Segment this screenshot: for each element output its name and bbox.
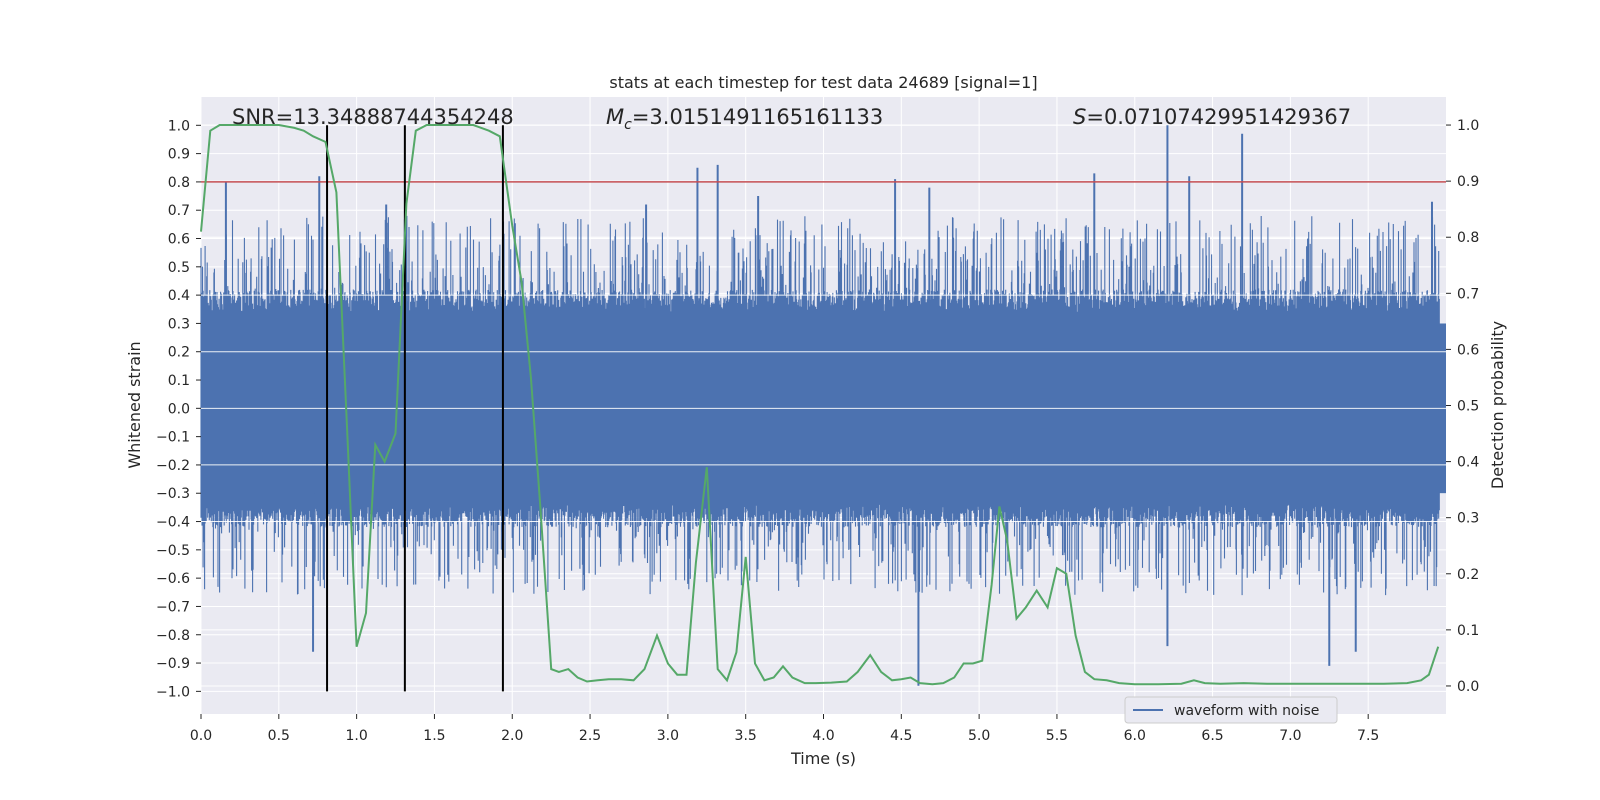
y-right-tick-label: 0.7	[1457, 286, 1479, 302]
y-left-tick-label: −0.1	[156, 430, 190, 446]
x-tick-label: 3.0	[657, 728, 679, 744]
y-left-tick-label: 0.4	[168, 288, 190, 304]
x-tick-label: 7.0	[1279, 728, 1301, 744]
y-right-tick-label: 0.9	[1457, 174, 1479, 190]
x-tick-label: 5.0	[968, 728, 990, 744]
mc-annotation: Mc=3.0151491165161133	[606, 105, 883, 133]
y-right-tick-label: 0.1	[1457, 623, 1479, 639]
mc-value: =3.0151491165161133	[632, 105, 883, 129]
x-tick-label: 1.5	[423, 728, 445, 744]
y-left-tick-label: −0.5	[156, 543, 190, 559]
legend-label: waveform with noise	[1174, 703, 1319, 719]
snr-annotation: SNR=13.34888744354248	[232, 105, 514, 129]
axes-ticks: 0.0 0.5 1.0 1.5 2.0 2.5 3.0 3.5 4.0 4.5 5.0 5.5 6.0 6…	[156, 118, 1479, 744]
mc-symbol: M	[606, 105, 624, 129]
y-left-tick-label: 0.5	[168, 260, 190, 276]
y-left-tick-label: 1.0	[168, 118, 190, 134]
y-right-tick-label: 0.6	[1457, 342, 1479, 358]
y-left-tick-label: −0.2	[156, 458, 190, 474]
legend-box	[1124, 696, 1338, 724]
x-axis-label: Time (s)	[790, 749, 856, 768]
x-tick-label: 4.0	[812, 728, 834, 744]
mc-subscript: c	[624, 117, 632, 133]
y-left-tick-label: −0.9	[156, 656, 190, 672]
s-annotation: S=0.07107429951429367	[1073, 105, 1351, 129]
y-right-tick-label: 0.8	[1457, 230, 1479, 246]
y-left-tick-label: −0.7	[156, 599, 190, 615]
y-left-tick-label: 0.3	[168, 316, 190, 332]
y-right-tick-label: 1.0	[1457, 118, 1479, 134]
y-left-tick-label: −0.4	[156, 515, 190, 531]
y-left-tick-label: 0.9	[168, 147, 190, 163]
y-axis-left-label: Whitened strain	[125, 341, 144, 468]
x-tick-label: 0.5	[268, 728, 290, 744]
s-symbol: S	[1073, 105, 1086, 129]
x-tick-label: 1.0	[345, 728, 367, 744]
x-tick-label: 4.5	[890, 728, 912, 744]
waveform-series	[200, 125, 1446, 686]
x-tick-label: 6.5	[1201, 728, 1223, 744]
y-left-tick-label: 0.2	[168, 345, 190, 361]
y-left-tick-label: −1.0	[156, 684, 190, 700]
x-tick-label: 2.0	[501, 728, 523, 744]
detection-probability-series	[200, 124, 1440, 686]
chart-title: stats at each timestep for test data 246…	[609, 73, 1037, 92]
y-left-tick-label: 0.8	[168, 175, 190, 191]
y-left-tick-label: 0.1	[168, 373, 190, 389]
x-tick-label: 5.5	[1046, 728, 1068, 744]
detection-probability-line	[200, 124, 1440, 686]
y-right-tick-label: 0.2	[1457, 567, 1479, 583]
y-axis-right-label: Detection probability	[1488, 321, 1507, 489]
x-tick-label: 2.5	[579, 728, 601, 744]
y-left-tick-label: −0.6	[156, 571, 190, 587]
x-tick-label: 3.5	[735, 728, 757, 744]
y-right-tick-label: 0.3	[1457, 511, 1479, 527]
x-tick-label: 6.0	[1124, 728, 1146, 744]
s-value: =0.07107429951429367	[1086, 105, 1351, 129]
y-left-tick-label: 0.7	[168, 203, 190, 219]
y-right-tick-label: 0.0	[1457, 679, 1479, 695]
y-right-tick-label: 0.5	[1457, 399, 1479, 415]
x-tick-label: 0.0	[190, 728, 212, 744]
x-tick-label: 7.5	[1357, 728, 1379, 744]
y-left-tick-label: −0.8	[156, 628, 190, 644]
y-right-tick-label: 0.4	[1457, 455, 1479, 471]
legend: waveform with noise	[1124, 696, 1338, 724]
y-left-tick-label: −0.3	[156, 486, 190, 502]
y-left-tick-label: 0.0	[168, 401, 190, 417]
y-left-tick-label: 0.6	[168, 232, 190, 248]
